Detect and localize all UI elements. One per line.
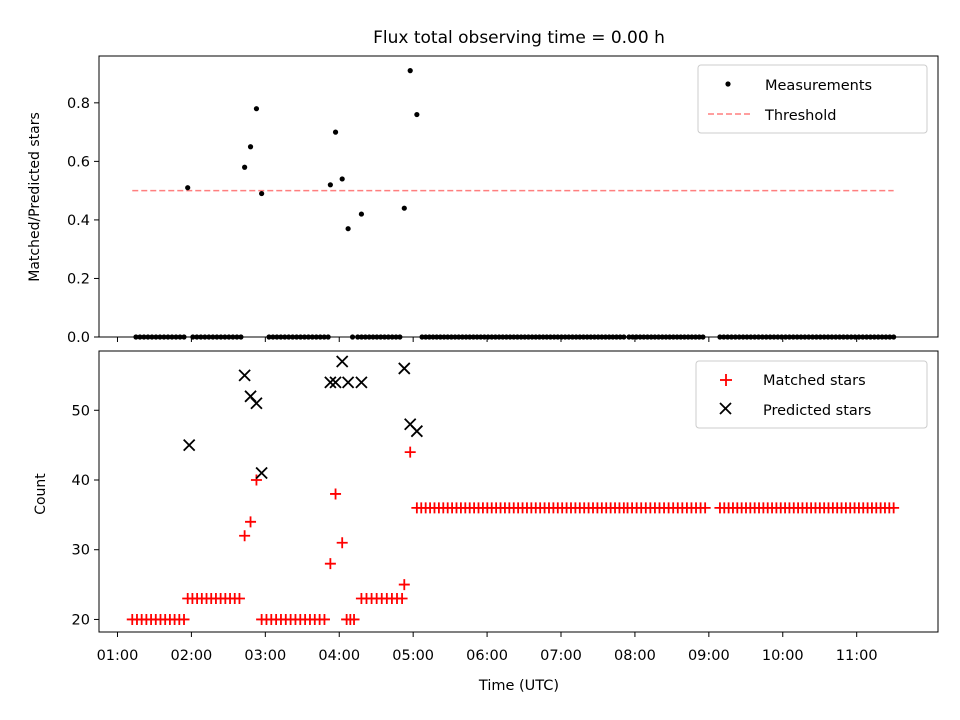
- matched-star-point: [336, 537, 348, 549]
- bottom-legend-frame: [695, 360, 928, 429]
- top-ytick-label: 0.6: [67, 154, 90, 170]
- matched-star-point: [699, 502, 711, 514]
- top-x-ticks: [116, 337, 858, 342]
- matched-star-point: [348, 613, 360, 625]
- predicted-star-point: [324, 376, 337, 389]
- matched-star-point: [398, 579, 410, 591]
- bottom-xtick-label: 04:00: [318, 648, 360, 664]
- bottom-xtick-label: 05:00: [392, 648, 434, 664]
- matched-star-point: [250, 474, 262, 486]
- legend-measurements-marker: [725, 81, 731, 87]
- measurement-point: [345, 226, 351, 232]
- bottom-xtick-label: 09:00: [688, 648, 730, 664]
- measurement-point: [339, 176, 345, 182]
- predicted-star-point: [255, 466, 268, 480]
- predicted-star-point: [398, 362, 411, 375]
- predicted-star-point: [355, 376, 368, 389]
- measurement-point: [327, 182, 333, 188]
- measurement-point: [414, 111, 420, 118]
- bottom-xtick-label: 07:00: [540, 648, 582, 664]
- bottom-y-ticks: 20 30 40 50: [72, 403, 99, 628]
- legend-matched-marker: [720, 374, 732, 386]
- predicted-star-point: [183, 438, 196, 452]
- measurement-point: [242, 164, 248, 170]
- predicted-star-point: [410, 425, 423, 438]
- top-ytick-label: 0.8: [67, 96, 90, 112]
- legend-matched-label: Matched stars: [763, 373, 866, 389]
- bottom-plot-area: [126, 355, 900, 625]
- predicted-star-point: [341, 376, 355, 389]
- legend-predicted-marker: [719, 402, 732, 415]
- predicted-star-point: [238, 369, 251, 382]
- top-legend-frame: [697, 64, 928, 134]
- bottom-ytick-label: 20: [72, 612, 90, 628]
- bottom-ytick-label: 30: [72, 543, 90, 559]
- bottom-xtick-label: 08:00: [614, 648, 656, 664]
- matched-star-point: [239, 530, 251, 542]
- matched-star-point: [396, 593, 408, 605]
- measurement-point: [358, 211, 365, 217]
- top-y-ticks: 0.0 0.2 0.4 0.6 0.8: [67, 96, 99, 346]
- bottom-ytick-label: 50: [72, 403, 90, 419]
- bottom-xtick-label: 11:00: [836, 648, 878, 664]
- bottom-xtick-label: 06:00: [466, 648, 508, 664]
- top-ytick-label: 0.2: [67, 271, 90, 287]
- matched-star-point: [318, 613, 330, 625]
- legend-predicted-label: Predicted stars: [763, 403, 871, 419]
- legend-measurements-label: Measurements: [765, 78, 872, 94]
- bottom-ylabel: Count: [33, 473, 49, 515]
- measurement-point: [185, 185, 191, 191]
- matched-star-point: [324, 558, 336, 570]
- matched-star-point: [233, 593, 245, 605]
- matched-star-point: [404, 446, 416, 458]
- bottom-xtick-label: 10:00: [762, 648, 804, 664]
- top-ytick-label: 0.0: [67, 330, 90, 346]
- bottom-xtick-label: 03:00: [244, 648, 286, 664]
- measurement-point: [253, 106, 260, 112]
- predicted-star-point: [329, 376, 342, 389]
- predicted-star-point: [336, 355, 349, 368]
- matched-star-point: [245, 516, 257, 528]
- bottom-xtick-label: 01:00: [97, 648, 139, 664]
- bottom-x-ticks: 01:00 02:00 03:00 04:00 05:00 06:00 07:00 08:00…: [97, 632, 878, 664]
- bottom-legend: Matched stars Predicted stars: [695, 360, 928, 429]
- top-legend: Measurements Threshold: [697, 64, 928, 134]
- top-title: Flux total observing time = 0.00 h: [373, 28, 665, 48]
- bottom-xtick-label: 02:00: [171, 648, 213, 664]
- bottom-xlabel: Time (UTC): [478, 678, 559, 694]
- bottom-axes-frame: [98, 350, 939, 633]
- matched-star-point: [888, 502, 900, 514]
- measurement-point: [332, 129, 339, 135]
- top-panel: Flux total observing time = 0.00 h 0.00.…: [27, 28, 939, 346]
- top-axes-frame: [98, 55, 939, 338]
- legend-threshold-label: Threshold: [764, 108, 836, 124]
- bottom-ytick-label: 40: [72, 473, 90, 489]
- measurement-point: [247, 144, 254, 150]
- matched-star-point: [178, 613, 190, 625]
- measurement-point: [401, 205, 407, 211]
- measurement-point: [259, 190, 265, 197]
- measurement-point: [407, 68, 413, 74]
- top-ylabel: Matched/Predicted stars: [27, 112, 43, 282]
- matched-star-point: [330, 488, 342, 500]
- top-ytick-label: 0.4: [67, 213, 90, 229]
- predicted-star-point: [250, 397, 263, 410]
